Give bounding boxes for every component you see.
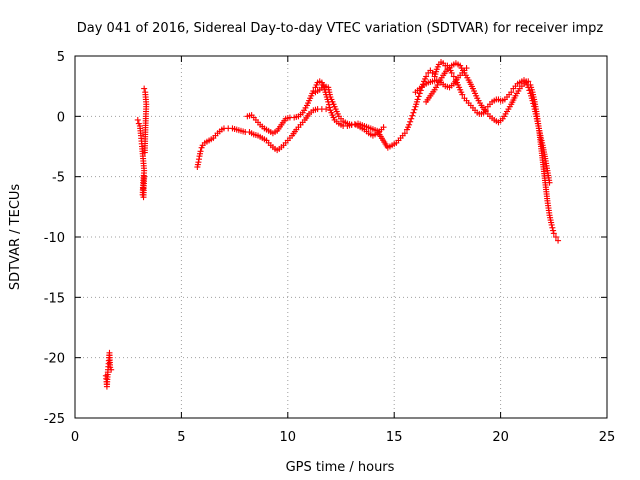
plot-frame [74,55,608,419]
data-point [552,234,559,240]
y-tick-label: -25 [44,412,65,427]
data-point [142,89,149,96]
y-tick-label: -20 [44,352,65,367]
data-point [141,85,148,92]
data-points [102,59,562,390]
data-point [429,69,436,76]
data-point [450,73,457,80]
data-point [141,173,148,180]
grid-lines [75,56,607,418]
axis-ticks: 0 5 10 15 20 25 5 0 -5 -10 -15 -20 -25 [44,50,616,445]
data-point [409,112,416,119]
data-point [326,104,333,111]
x-tick-label: 15 [386,430,403,445]
data-point [348,121,355,128]
data-point [448,69,455,76]
data-point [459,91,466,98]
data-point [134,116,141,123]
data-point [323,106,330,113]
y-axis-label: SDTVAR / TECUs [8,184,23,291]
data-point [415,93,422,100]
data-point [140,185,147,192]
x-tick-label: 25 [599,430,616,445]
y-tick-label: -10 [44,231,65,246]
data-point [410,109,417,116]
data-point [401,130,408,137]
y-tick-label: -15 [44,291,65,306]
y-tick-label: 5 [57,50,65,65]
x-tick-label: 0 [71,430,79,445]
x-tick-label: 5 [177,430,185,445]
data-point [555,237,562,244]
data-point [380,124,387,131]
data-point [197,148,204,155]
y-tick-label: -5 [52,171,65,186]
data-point [548,221,555,228]
chart-title: Day 041 of 2016, Sidereal Day-to-day VTE… [77,21,604,36]
data-point [549,224,556,231]
data-point [411,106,418,113]
data-point [406,121,413,128]
data-point [423,73,430,80]
data-point [108,366,115,373]
x-tick-label: 10 [280,430,297,445]
data-point [550,227,557,234]
data-point [414,96,421,103]
x-axis-label: GPS time / hours [286,460,395,475]
data-point [550,230,557,237]
data-point [408,115,415,122]
data-point [351,121,358,128]
data-point [407,118,414,125]
y-tick-label: 0 [57,110,65,125]
data-point [525,78,532,85]
data-point [508,89,515,96]
x-tick-label: 20 [492,430,509,445]
